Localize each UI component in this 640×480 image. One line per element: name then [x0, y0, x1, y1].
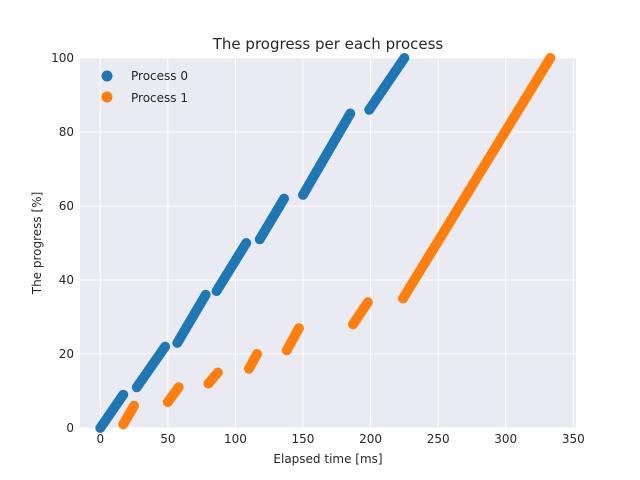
- x-tick-label: 250: [427, 432, 450, 446]
- data-point: [129, 400, 140, 411]
- data-point: [399, 53, 410, 63]
- chart-title: The progress per each process: [212, 35, 444, 53]
- legend: Process 0 Process 1: [101, 69, 188, 105]
- data-point: [362, 297, 373, 308]
- x-tick-label: 300: [494, 432, 517, 446]
- series-0: [95, 53, 410, 433]
- data-point: [160, 341, 171, 352]
- data-point: [293, 323, 304, 334]
- legend-label-process-1: Process 1: [131, 91, 188, 105]
- y-tick-label: 80: [59, 125, 74, 139]
- x-tick-label: 50: [160, 432, 175, 446]
- data-point: [173, 382, 184, 393]
- plot-area: [80, 58, 576, 428]
- x-tick-label: 150: [292, 432, 315, 446]
- y-tick-label: 0: [66, 421, 74, 435]
- y-tick-label: 60: [59, 199, 74, 213]
- x-tick-label: 0: [96, 432, 104, 446]
- x-axis-label: Elapsed time [ms]: [273, 452, 382, 466]
- y-axis-label: The progress [%]: [30, 192, 44, 296]
- series-1: [118, 53, 556, 430]
- x-tick-label: 200: [359, 432, 382, 446]
- x-tick-label: 100: [224, 432, 247, 446]
- data-point: [279, 193, 290, 204]
- legend-marker-process-0: [101, 70, 113, 82]
- x-tick-labels: 0 50 100 150 200 250 300 350: [96, 432, 584, 446]
- legend-marker-process-1: [101, 91, 113, 103]
- data-point: [345, 108, 356, 119]
- y-tick-labels: 0 20 40 60 80 100: [51, 51, 74, 435]
- data-point: [212, 367, 223, 378]
- y-tick-label: 100: [51, 51, 74, 65]
- data-point: [200, 289, 211, 300]
- data-point: [118, 389, 129, 400]
- y-tick-label: 20: [59, 347, 74, 361]
- data-point: [545, 53, 556, 63]
- data-point: [252, 349, 263, 359]
- data-points: [95, 53, 556, 433]
- x-tick-label: 350: [562, 432, 585, 446]
- y-tick-label: 40: [59, 273, 74, 287]
- legend-label-process-0: Process 0: [131, 69, 188, 83]
- data-point: [241, 238, 252, 248]
